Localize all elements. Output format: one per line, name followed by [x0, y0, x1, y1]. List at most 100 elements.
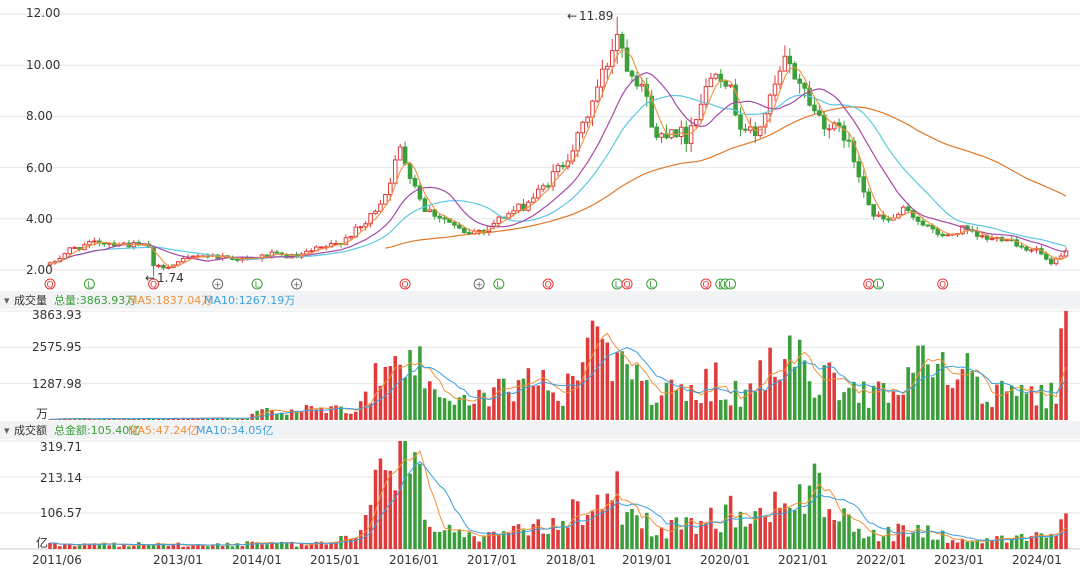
candle-down	[442, 217, 447, 220]
volume-bar	[832, 372, 836, 420]
volume-bar	[906, 367, 910, 420]
volume-bar	[1019, 384, 1024, 420]
candle-up	[757, 126, 763, 137]
volume-bar	[566, 373, 570, 420]
amount-bar	[783, 503, 787, 549]
candle-down	[674, 129, 679, 137]
volume-bar	[536, 385, 541, 420]
volume-bar	[408, 350, 412, 420]
volume-bar	[1029, 386, 1034, 420]
amount-bar	[768, 522, 772, 549]
amount-bar	[442, 530, 447, 549]
volume-bar	[822, 365, 827, 420]
volume-bar	[960, 369, 965, 420]
candle-down	[402, 146, 408, 165]
amount-bar	[857, 528, 861, 549]
candle-down	[466, 232, 472, 235]
volume-bar	[487, 406, 491, 420]
amount-bar	[53, 543, 57, 549]
amount-bar	[792, 510, 797, 549]
amount-bar	[640, 528, 644, 549]
volume-bar	[797, 339, 802, 420]
candle-down	[915, 216, 921, 222]
amount-bar	[284, 542, 289, 549]
candle-up	[605, 65, 610, 70]
volume-bar	[156, 418, 161, 420]
candle-up	[87, 241, 92, 246]
amount-bar	[393, 490, 398, 549]
candle-down	[452, 221, 457, 226]
candle-up	[383, 194, 388, 205]
volume-bar	[723, 399, 728, 420]
amount-bar	[906, 536, 910, 549]
amount-bar	[235, 543, 240, 549]
candle-up	[516, 203, 521, 212]
volume-bar	[768, 347, 772, 420]
volume-bar	[857, 402, 861, 420]
event-markers-layer: QLQ+L+Q+LQLQLQLLLQLQ	[44, 278, 949, 291]
amount-bar	[294, 546, 299, 549]
amount-ma10: MA10:34.05亿	[196, 424, 273, 437]
volume-bar	[280, 412, 284, 420]
volume-bar	[995, 384, 999, 420]
amount-bar	[620, 524, 624, 549]
event-marker-icon	[212, 278, 224, 290]
event-marker-label: L	[876, 281, 881, 291]
volume-bar	[935, 363, 940, 420]
candle-up	[989, 238, 995, 241]
amount-bar	[748, 523, 753, 549]
volume-bar	[107, 418, 111, 420]
volume-bar	[452, 404, 457, 420]
amount-bar	[891, 541, 896, 549]
y-tick: 3863.93	[32, 308, 82, 322]
candle-up	[180, 258, 186, 263]
candle-down	[925, 224, 931, 227]
amount-bar	[186, 546, 190, 549]
volume-bar	[837, 400, 841, 420]
amount-bar	[689, 518, 693, 549]
volume-bar	[176, 418, 181, 420]
low-label: 1.74	[157, 271, 184, 285]
candle-up	[708, 77, 714, 88]
volume-bar	[792, 366, 797, 420]
candle-down	[846, 139, 852, 142]
volume-bar	[595, 326, 600, 420]
amount-bar	[876, 541, 881, 549]
event-marker-icon	[291, 278, 303, 290]
amount-layer	[48, 441, 1068, 549]
volume-bar	[862, 381, 866, 420]
amount-bar	[368, 504, 373, 549]
volume-bar	[403, 377, 407, 420]
amount-ma10-line	[50, 460, 1067, 546]
volume-bar	[1005, 391, 1009, 420]
collapse-arrow-icon[interactable]: ▾	[4, 424, 10, 437]
low-arrow-icon: ←	[145, 271, 155, 285]
candle-up	[358, 226, 363, 229]
amount-bar	[590, 511, 595, 549]
candle-down	[1024, 246, 1029, 251]
volume-bar	[620, 351, 624, 420]
amount-bar	[492, 531, 496, 549]
amount-bar	[82, 543, 87, 549]
volume-bar	[886, 402, 891, 420]
amount-bar	[388, 470, 393, 549]
candle-up	[190, 255, 196, 258]
volume-bar	[299, 411, 304, 420]
amount-bar	[201, 545, 205, 549]
amount-bar	[669, 519, 674, 549]
amount-bar	[926, 525, 930, 549]
amount-bar	[950, 540, 955, 549]
volume-bar	[990, 407, 994, 420]
amount-bar	[886, 526, 891, 549]
amount-bar	[901, 525, 906, 549]
volume-bar	[467, 405, 471, 420]
amount-bar	[432, 531, 437, 549]
candle-down	[886, 218, 891, 221]
amount-bar	[299, 543, 304, 549]
volume-bar	[1049, 382, 1053, 420]
volume-bar	[684, 400, 689, 420]
x-tick: 2019/01	[622, 553, 672, 567]
volume-header: ▾ 成交量 总量:3863.93万 MA5:1837.04万 MA10:1267…	[4, 293, 295, 307]
collapse-arrow-icon[interactable]: ▾	[4, 294, 10, 307]
